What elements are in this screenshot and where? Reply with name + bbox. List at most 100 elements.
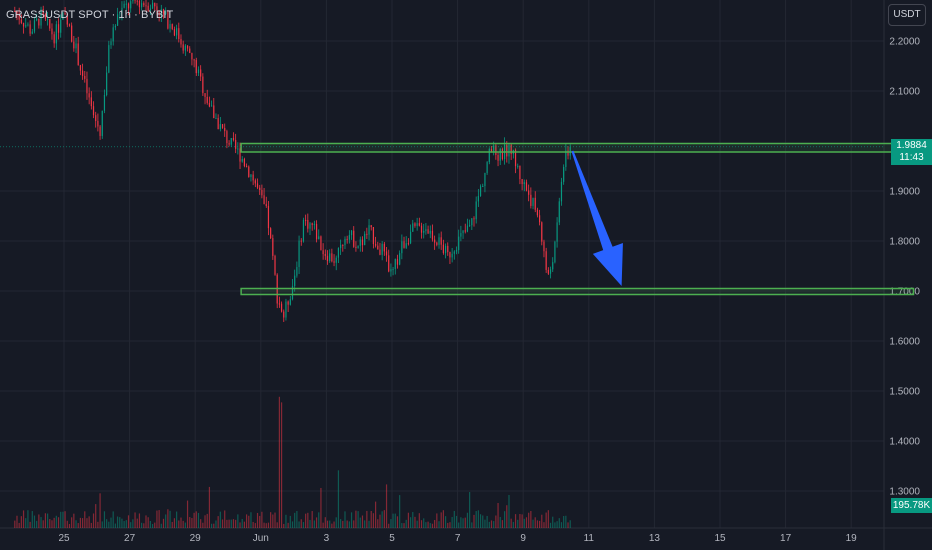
candle-body: [280, 303, 283, 312]
candle-body: [42, 9, 44, 15]
volume-bar: [211, 523, 213, 528]
candle-body: [141, 3, 143, 8]
x-tick-label: 3: [324, 533, 330, 544]
volume-bar: [565, 515, 567, 528]
candle-body: [497, 155, 499, 161]
volume-bar: [554, 522, 556, 528]
x-tick-label: 29: [190, 533, 202, 544]
candle-body: [138, 0, 141, 8]
candle-body: [364, 233, 366, 246]
candle-body: [300, 240, 302, 242]
volume-bar: [449, 522, 451, 528]
candle-body: [563, 166, 565, 182]
candle-body: [377, 245, 379, 250]
candle-body: [173, 29, 176, 36]
candle-body: [27, 24, 29, 26]
candle-body: [204, 93, 206, 97]
volume-bar: [388, 523, 390, 528]
candle-body: [95, 115, 97, 121]
volume-bar: [329, 520, 331, 528]
candle-body: [154, 2, 156, 7]
volume-bar: [213, 523, 215, 528]
volume-bar: [147, 517, 149, 528]
volume-bar: [224, 510, 226, 528]
candle-body: [438, 237, 440, 245]
candle-body: [136, 0, 138, 2]
candle-body: [392, 268, 394, 270]
volume-bar: [97, 521, 99, 528]
candle-body: [20, 19, 22, 23]
candle-body: [226, 131, 228, 144]
volume-bar: [165, 514, 167, 528]
candle-body: [499, 148, 501, 161]
volume-bar: [101, 521, 103, 528]
volume-bar: [326, 520, 329, 528]
candle-body: [359, 239, 361, 246]
volume-bar: [167, 509, 169, 528]
candle-body: [462, 230, 464, 234]
candle-body: [165, 11, 167, 14]
candle-body: [287, 301, 289, 305]
candle-body: [399, 253, 401, 265]
x-tick-label: 27: [124, 533, 136, 544]
candle-body: [567, 150, 569, 156]
volume-bar: [49, 518, 51, 528]
y-tick-label: 2.2000: [889, 37, 920, 48]
volume-bar: [123, 521, 125, 528]
volume-bar: [545, 512, 547, 528]
volume-bar: [42, 520, 44, 528]
candle-body: [528, 190, 530, 195]
volume-bar: [252, 521, 254, 528]
volume-bar: [528, 512, 530, 528]
candle-body: [176, 28, 178, 36]
candle-body: [545, 251, 547, 270]
candle-body: [31, 31, 33, 34]
volume-bar: [149, 520, 151, 528]
x-tick-label: 17: [780, 533, 792, 544]
volume-bar: [169, 510, 171, 528]
candle-body: [228, 143, 230, 145]
volume-bar: [230, 519, 232, 528]
candle-body: [453, 251, 455, 254]
candle-body: [390, 269, 392, 272]
candle-body: [145, 5, 147, 7]
candle-body: [125, 3, 127, 5]
candle-body: [132, 0, 134, 2]
volume-bar: [77, 523, 79, 528]
candle-body: [169, 24, 171, 29]
volume-bar: [479, 514, 482, 528]
y-tick-label: 1.3000: [889, 487, 920, 498]
volume-bar: [219, 511, 221, 528]
volume-bar: [368, 520, 370, 528]
candle-body: [536, 209, 539, 216]
candle-body: [81, 70, 84, 76]
x-tick-label: 15: [714, 533, 726, 544]
candle-body: [409, 231, 412, 244]
volume-bar: [193, 512, 195, 528]
candle-body: [471, 218, 473, 226]
volume-bar: [237, 514, 239, 528]
candle-body: [348, 235, 350, 240]
volume-bar: [464, 517, 466, 528]
candle-body: [213, 105, 215, 119]
candle-body: [186, 45, 189, 49]
candle-body: [324, 254, 326, 256]
candle-body: [556, 222, 558, 242]
volume-bar: [116, 516, 119, 528]
candle-body: [193, 59, 195, 61]
volume-bar: [235, 519, 237, 528]
volume-bar: [499, 516, 501, 528]
candle-body: [455, 250, 458, 252]
volume-bar: [495, 515, 497, 528]
volume-bar: [337, 470, 340, 528]
candle-body: [543, 241, 545, 252]
currency-button[interactable]: USDT: [888, 4, 926, 26]
volume-bar: [44, 513, 47, 528]
candle-body: [418, 223, 420, 226]
candle-body: [495, 145, 497, 156]
volume-bar: [431, 523, 434, 528]
volume-bar: [477, 510, 479, 528]
candle-body: [158, 10, 160, 16]
